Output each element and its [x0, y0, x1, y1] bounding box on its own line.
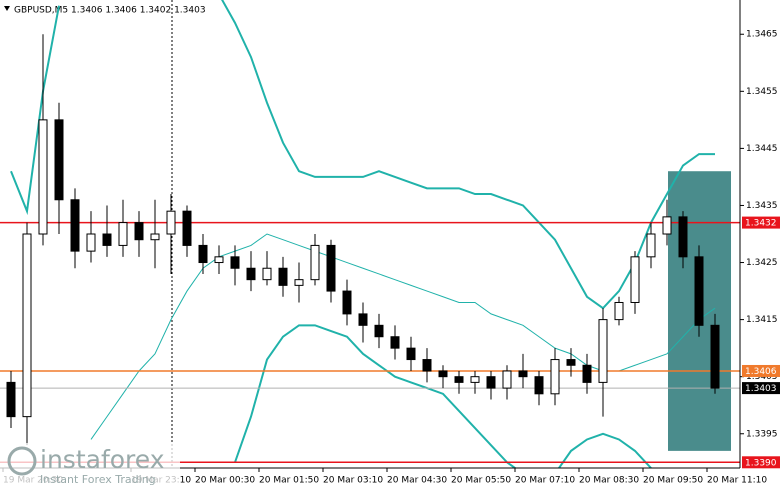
candle-body — [502, 370, 512, 389]
candle-body — [550, 359, 560, 395]
candle-body — [582, 364, 592, 383]
candle-body — [294, 279, 304, 286]
x-tick-label: 20 Mar 08:30 — [579, 476, 639, 486]
candle-body — [694, 256, 704, 326]
candle-body — [662, 216, 672, 235]
price-tag — [742, 216, 780, 229]
candle-body — [326, 244, 336, 292]
candle-body — [70, 199, 80, 252]
y-tick-label: 1.3405 — [746, 372, 778, 382]
price-tag — [742, 456, 780, 469]
candle-body — [454, 376, 464, 383]
candle-body — [374, 324, 384, 338]
candle-body — [534, 376, 544, 395]
title-icon — [4, 6, 10, 11]
x-tick-label: 20 Mar 05:50 — [451, 476, 511, 486]
candle-body — [614, 301, 624, 321]
candle-body — [134, 222, 144, 241]
candle-body — [278, 267, 288, 286]
candle-body — [198, 244, 208, 264]
candle-body — [358, 313, 368, 326]
candle-body — [22, 233, 32, 418]
y-tick-label: 1.3435 — [746, 201, 778, 211]
band-lower — [234, 324, 652, 468]
candle-body — [470, 376, 480, 383]
price-tag-label: 1.3390 — [745, 458, 777, 468]
price-tag — [742, 364, 780, 377]
watermark-logo — [7, 446, 37, 476]
x-tick-label: 20 Mar 00:30 — [195, 476, 255, 486]
candle-body — [118, 222, 128, 246]
candle-body — [262, 267, 272, 281]
candle-body — [102, 233, 112, 246]
candle-body — [710, 324, 720, 389]
x-tick-label: 20 Mar 04:30 — [387, 476, 447, 486]
candle-body — [166, 210, 176, 235]
watermark-tagline: Instant Forex Trading — [40, 473, 156, 486]
candle-body — [182, 210, 192, 246]
candle-body — [486, 376, 496, 389]
price-tag-label: 1.3403 — [745, 384, 777, 394]
candle-body — [6, 381, 16, 418]
candle-body — [646, 233, 656, 258]
candle-body — [406, 347, 416, 361]
x-tick-label: 20 Mar 01:50 — [259, 476, 319, 486]
candle-body — [342, 290, 352, 315]
candle-body — [518, 370, 528, 378]
candle-body — [86, 233, 96, 252]
y-tick-label: 1.3445 — [746, 144, 778, 154]
candle-body — [438, 370, 448, 378]
x-tick-label: 20 Mar 11:10 — [707, 476, 767, 486]
watermark-brand: instaforex — [40, 445, 165, 474]
candle-body — [38, 119, 48, 235]
candle-body — [390, 336, 400, 349]
y-tick-label: 1.3425 — [746, 258, 778, 268]
candle-body — [422, 359, 432, 372]
chart-title: GBPUSD,M5 1.3406 1.3406 1.3402 1.3403 — [14, 6, 206, 16]
x-tick-label: 20 Mar 03:10 — [323, 476, 383, 486]
x-tick-label: 20 Mar 09:50 — [643, 476, 703, 486]
candle-body — [566, 359, 576, 366]
x-tick-label: 20 Mar 07:10 — [515, 476, 575, 486]
price-tag-label: 1.3432 — [745, 219, 777, 229]
candle-body — [214, 256, 224, 264]
candle-body — [54, 119, 64, 201]
candle-body — [230, 256, 240, 269]
y-tick-label: 1.3415 — [746, 315, 778, 325]
candle-body — [598, 319, 608, 383]
candle-body — [630, 256, 640, 303]
price-tag — [742, 382, 780, 395]
candle-body — [678, 216, 688, 258]
candle-body — [246, 267, 256, 281]
y-tick-label: 1.3395 — [746, 429, 778, 439]
candle-body — [310, 244, 320, 281]
price-tag-label: 1.3406 — [745, 367, 777, 377]
candle-body — [150, 233, 160, 241]
y-tick-label: 1.3455 — [746, 87, 778, 97]
y-tick-label: 1.3465 — [746, 30, 778, 40]
